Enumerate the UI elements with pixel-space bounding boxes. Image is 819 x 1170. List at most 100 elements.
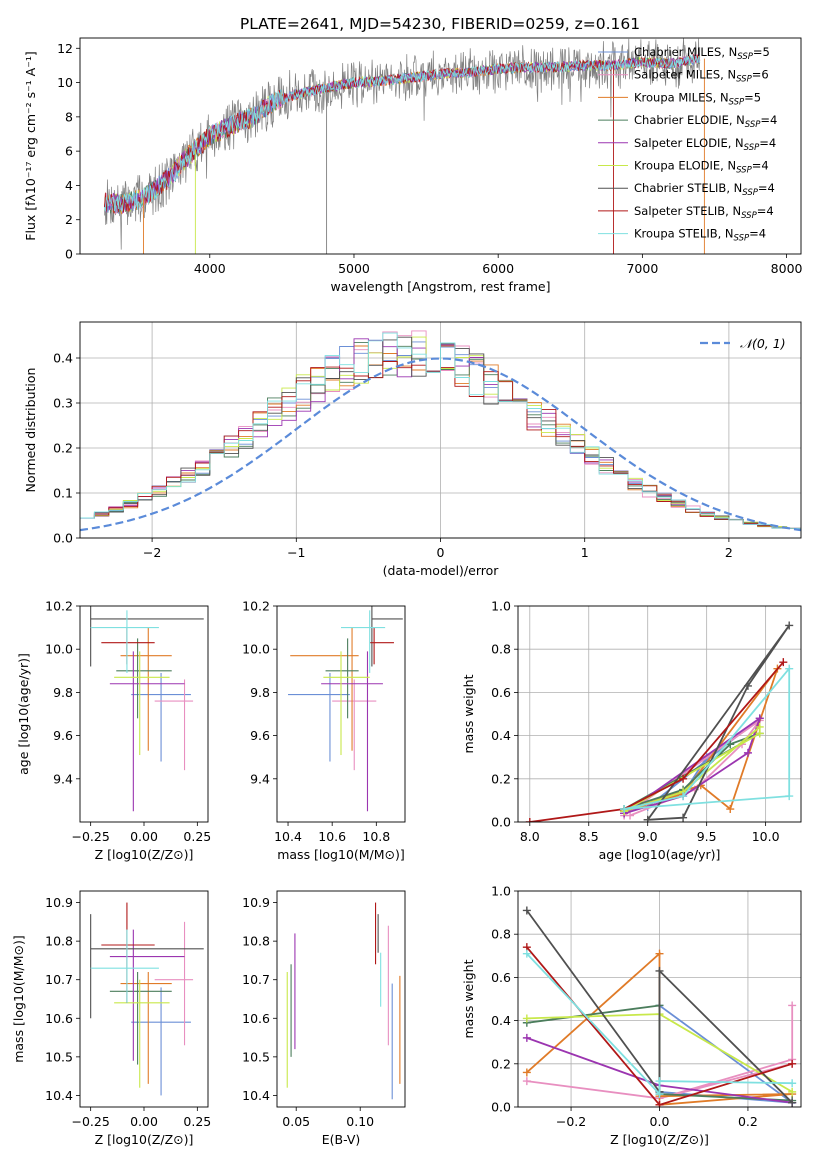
- mass-weight-marker: [788, 1079, 797, 1088]
- y-tick-label: 10.5: [242, 1049, 270, 1064]
- y-tick-label: 2: [65, 212, 73, 227]
- residuals-panel: −2 −1 0 1 2 0.0 0.1 0.2 0.3 0.4 (data-model)/error…: [23, 321, 802, 578]
- y-tick-label: 0: [65, 247, 73, 262]
- x-tick-label: 0.05: [282, 1114, 310, 1129]
- x-tick-label: 5000: [338, 261, 370, 276]
- y-tick-label: 0.2: [491, 771, 511, 786]
- mass-weight-marker: [679, 774, 688, 783]
- y-tick-label: 10.9: [242, 895, 270, 910]
- x-tick-label: 8000: [771, 261, 803, 276]
- x-tick-label: 0.00: [130, 829, 158, 844]
- figure-title: PLATE=2641, MJD=54230, FIBERID=0259, z=0…: [240, 15, 640, 33]
- x-tick-label: 6000: [482, 261, 514, 276]
- mass-vs-metallicity-panel: −0.25 0.00 0.25 10.4 10.5 10.6 10.7 10.8 10.9 Z […: [11, 890, 211, 1147]
- x-tick-label: 0.25: [183, 1114, 211, 1129]
- mass-weight-marker: [522, 906, 531, 915]
- y-tick-label: 0.8: [491, 642, 511, 657]
- y-tick-label: 10.8: [45, 934, 73, 949]
- y-tick-label: 10.7: [45, 972, 73, 987]
- x-tick-label: 0.0: [650, 1114, 670, 1129]
- x-tick-label: 1: [581, 545, 589, 560]
- mass-weight-line: [529, 661, 784, 822]
- plot-area: [522, 906, 797, 1107]
- mass-weight-marker: [785, 792, 794, 801]
- y-tick-label: 12: [57, 41, 73, 56]
- massweight-vs-metallicity-panel: −0.2 0.0 0.2 0.0 0.2 0.4 0.6 0.8 1.0 Z [log10(Z/Z…: [461, 884, 802, 1147]
- y-tick-label: 0.0: [491, 1100, 511, 1115]
- plot-frame: [79, 890, 209, 1108]
- y-tick-label: 1.0: [491, 599, 511, 614]
- mass-weight-marker: [743, 748, 752, 757]
- y-tick-label: 6: [65, 144, 73, 159]
- mass-weight-marker: [755, 729, 764, 738]
- y-tick-label: 10.6: [242, 1011, 270, 1026]
- y-tick-label: 10.7: [242, 972, 270, 987]
- y-tick-label: 9.4: [250, 771, 270, 786]
- y-axis-label: mass [log10(M/M⊙)]: [11, 935, 26, 1063]
- x-axis-label: Z [log10(Z/Z⊙)]: [610, 1132, 709, 1147]
- y-axis-label: age [log10(age/yr)]: [16, 653, 31, 775]
- plot-frame: [276, 890, 406, 1108]
- y-axis-label: Normed distribution: [23, 368, 38, 493]
- normal-reference-curve: [80, 357, 801, 532]
- age-vs-metallicity-panel: −0.25 0.00 0.25 9.4 9.6 9.8 10.0 10.2 Z [log10(Z…: [16, 599, 211, 863]
- mass-weight-marker: [620, 805, 629, 814]
- plot-area: [104, 38, 705, 254]
- mass-weight-marker: [726, 740, 735, 749]
- legend-entry: 𝒩(0, 1): [740, 336, 786, 351]
- plot-area: [80, 330, 801, 532]
- y-axis-label: mass weight: [461, 674, 476, 753]
- mass-weight-marker: [522, 1033, 531, 1042]
- y-tick-label: 0.4: [491, 1013, 511, 1028]
- plot-frame: [79, 605, 209, 823]
- mass-weight-marker: [655, 1100, 664, 1107]
- y-tick-label: 9.8: [53, 685, 73, 700]
- legend-entry: Salpeter ELODIE, NSSP=4: [634, 136, 776, 153]
- x-axis-label: Z [log10(Z/Z⊙)]: [95, 847, 194, 862]
- y-tick-label: 9.4: [53, 771, 73, 786]
- y-tick-label: 0.6: [491, 970, 511, 985]
- plot-frame: [276, 605, 406, 823]
- plot-frame: [79, 321, 802, 539]
- x-tick-label: 7000: [626, 261, 658, 276]
- x-tick-label: 9.0: [638, 829, 658, 844]
- x-tick-label: −2: [143, 545, 161, 560]
- y-tick-label: 0.2: [53, 441, 73, 456]
- x-tick-label: −1: [287, 545, 305, 560]
- y-tick-label: 1.0: [491, 884, 511, 899]
- y-tick-label: 9.8: [250, 685, 270, 700]
- mass-weight-marker: [788, 1098, 797, 1107]
- y-tick-label: 10.4: [45, 1088, 73, 1103]
- mass-weight-marker: [655, 966, 664, 975]
- legend-entry: Salpeter MILES, NSSP=6: [634, 68, 769, 85]
- x-axis-label: (data-model)/error: [383, 563, 500, 578]
- legend-entry: Chabrier MILES, NSSP=5: [634, 45, 770, 62]
- mass-weight-marker: [743, 681, 752, 690]
- mass-weight-marker: [726, 805, 735, 814]
- y-tick-label: 9.6: [250, 728, 270, 743]
- x-tick-label: 2: [725, 545, 733, 560]
- plot-frame: [517, 890, 802, 1108]
- mass-weight-marker: [785, 664, 794, 673]
- x-tick-label: 0.00: [130, 1114, 158, 1129]
- mass-weight-marker: [643, 815, 652, 822]
- x-tick-label: 9.5: [697, 829, 717, 844]
- y-tick-label: 0.3: [53, 396, 73, 411]
- y-tick-label: 10.0: [242, 642, 270, 657]
- y-tick-label: 0.4: [53, 351, 73, 366]
- x-axis-label: mass [log10(M/M⊙)]: [277, 847, 405, 862]
- x-tick-label: −0.25: [72, 1114, 110, 1129]
- mass-weight-marker: [679, 813, 688, 822]
- mass-weight-marker: [788, 1087, 797, 1096]
- x-axis-label: wavelength [Angstrom, rest frame]: [330, 279, 550, 294]
- mass-weight-line: [526, 1005, 794, 1100]
- y-tick-label: 9.6: [53, 728, 73, 743]
- mass-weight-line: [646, 624, 790, 821]
- mass-weight-line: [526, 952, 793, 1097]
- x-tick-label: 10.8: [362, 829, 390, 844]
- mass-vs-ebv-panel: 0.05 0.10 10.4 10.5 10.6 10.7 10.8 10.9 E(B-V): [242, 890, 406, 1147]
- y-tick-label: 0.4: [491, 728, 511, 743]
- legend-entry: Chabrier STELIB, NSSP=4: [634, 181, 775, 198]
- mass-weight-marker: [779, 658, 788, 667]
- y-tick-label: 10.6: [45, 1011, 73, 1026]
